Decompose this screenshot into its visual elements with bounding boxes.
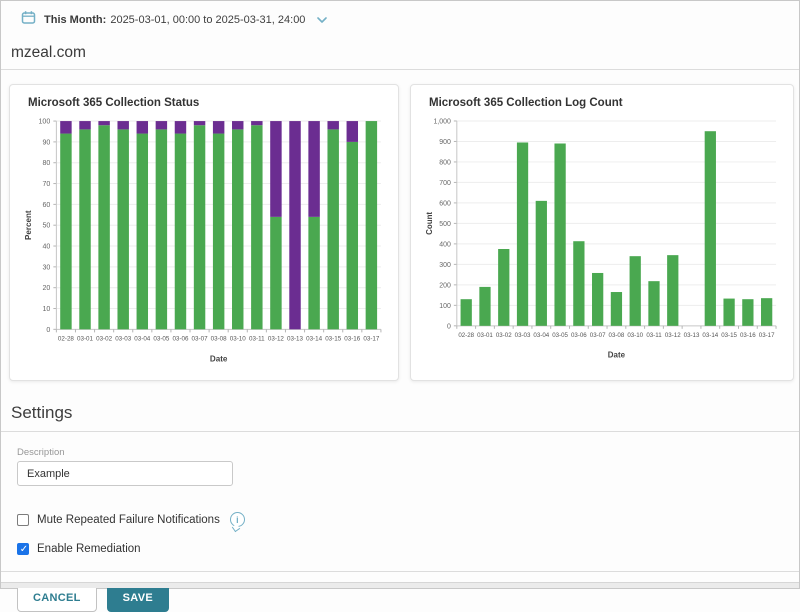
svg-text:03-10: 03-10 [230,335,247,342]
mute-notifications-row: Mute Repeated Failure Notifications i [17,512,799,527]
svg-text:03-08: 03-08 [609,332,625,339]
enable-remediation-row: Enable Remediation [17,543,799,556]
svg-text:900: 900 [439,139,451,146]
svg-text:03-01: 03-01 [77,335,94,342]
svg-text:300: 300 [439,262,451,269]
settings-divider [1,431,799,432]
svg-text:03-16: 03-16 [740,332,756,339]
svg-text:03-03: 03-03 [115,335,132,342]
cancel-button[interactable]: CANCEL [17,584,97,612]
svg-text:0: 0 [447,323,451,330]
chart-title-log-count: Microsoft 365 Collection Log Count [428,97,623,109]
svg-text:03-04: 03-04 [533,332,549,339]
svg-text:03-14: 03-14 [702,332,718,339]
date-range-label: This Month: [44,14,107,26]
date-range-value: 2025-03-01, 00:00 to 2025-03-31, 24:00 [110,14,306,26]
svg-text:400: 400 [439,241,451,248]
svg-text:700: 700 [439,180,451,187]
svg-text:03-06: 03-06 [571,332,587,339]
svg-text:03-02: 03-02 [496,332,512,339]
mute-notifications-checkbox[interactable] [17,513,29,526]
chart-title-collection-status: Microsoft 365 Collection Status [28,97,200,109]
svg-text:03-10: 03-10 [627,332,643,339]
svg-text:02-28: 02-28 [458,332,474,339]
svg-text:30: 30 [42,264,50,271]
svg-text:50: 50 [42,223,50,230]
svg-text:03-01: 03-01 [477,332,493,339]
svg-text:03-08: 03-08 [211,335,228,342]
svg-text:03-15: 03-15 [721,332,737,339]
svg-text:03-14: 03-14 [306,335,323,342]
svg-text:20: 20 [42,285,50,292]
svg-text:600: 600 [439,200,451,207]
svg-text:03-15: 03-15 [325,335,342,342]
svg-text:0: 0 [46,327,50,334]
svg-text:03-07: 03-07 [192,335,209,342]
svg-text:40: 40 [42,244,50,251]
svg-text:200: 200 [439,282,451,289]
svg-text:03-13: 03-13 [684,332,700,339]
svg-text:03-04: 03-04 [134,335,151,342]
bottom-scrollbar-strip [1,582,799,588]
page-title: mzeal.com [11,44,86,61]
mute-notifications-label: Mute Repeated Failure Notifications [37,513,220,526]
svg-text:03-17: 03-17 [363,335,380,342]
svg-text:03-02: 03-02 [96,335,113,342]
svg-text:03-03: 03-03 [515,332,531,339]
svg-text:03-11: 03-11 [249,335,265,342]
svg-text:03-13: 03-13 [287,335,304,342]
svg-text:Count: Count [425,212,434,235]
actions-divider [1,571,799,572]
svg-text:70: 70 [42,181,50,188]
header-divider [1,69,799,70]
svg-text:100: 100 [39,119,51,126]
enable-remediation-label: Enable Remediation [37,543,141,555]
svg-text:10: 10 [42,306,50,313]
svg-text:Date: Date [210,355,228,364]
svg-text:03-11: 03-11 [646,332,662,339]
charts-row: Microsoft 365 Collection Status 0 10 20 30 4… [1,70,799,381]
calendar-icon [21,10,36,30]
svg-text:03-05: 03-05 [552,332,568,339]
date-range-picker[interactable]: This Month: 2025-03-01, 00:00 to 2025-03-… [1,1,799,35]
svg-text:03-12: 03-12 [268,335,285,342]
description-input[interactable] [17,461,233,486]
svg-text:90: 90 [42,139,50,146]
svg-text:03-06: 03-06 [172,335,189,342]
chevron-down-icon[interactable] [317,11,328,29]
info-tooltip-icon[interactable]: i [229,512,245,527]
svg-text:03-17: 03-17 [759,332,775,339]
svg-text:03-05: 03-05 [153,335,170,342]
svg-text:500: 500 [439,221,451,228]
svg-text:80: 80 [42,160,50,167]
svg-text:60: 60 [42,202,50,209]
save-button[interactable]: SAVE [106,584,169,612]
svg-text:03-07: 03-07 [590,332,606,339]
svg-text:Date: Date [608,351,626,360]
svg-text:02-28: 02-28 [58,335,75,342]
svg-text:800: 800 [439,159,451,166]
settings-heading: Settings [11,403,73,422]
date-range-text: This Month: 2025-03-01, 00:00 to 2025-03-… [44,14,305,26]
chart-card-collection-status: Microsoft 365 Collection Status 0 10 20 30 4… [9,84,399,381]
svg-text:03-16: 03-16 [344,335,361,342]
svg-text:03-12: 03-12 [665,332,681,339]
svg-text:Percent: Percent [24,210,33,240]
description-label: Description [17,447,65,458]
chart-card-log-count: Microsoft 365 Collection Log Count 0 100 2… [409,84,794,381]
actions-row: CANCEL SAVE [1,572,799,612]
enable-remediation-checkbox[interactable] [17,543,30,556]
svg-text:1,000: 1,000 [433,118,451,125]
svg-text:100: 100 [439,303,451,310]
